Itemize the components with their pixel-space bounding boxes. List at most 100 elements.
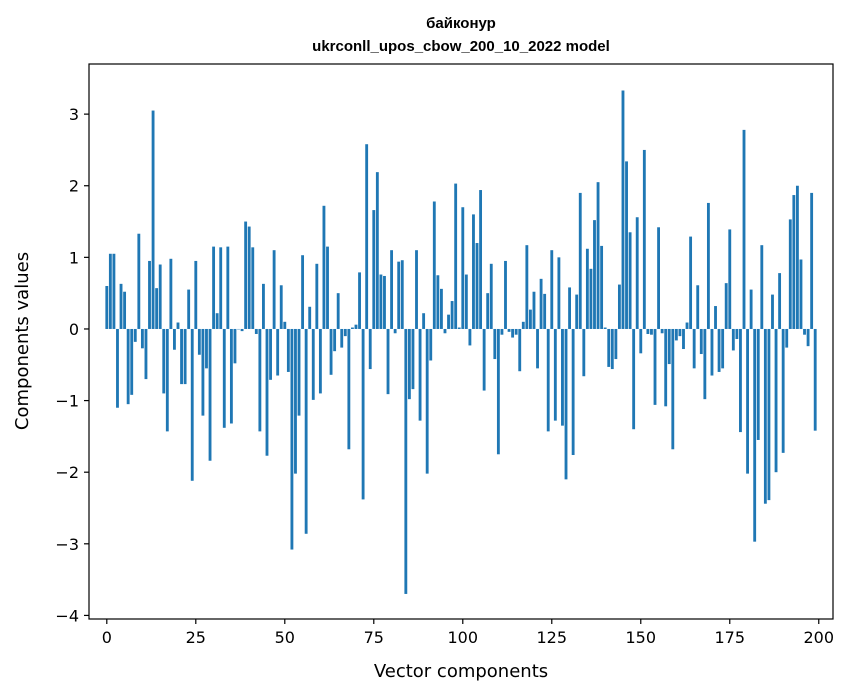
- x-tick-label: 50: [275, 628, 295, 647]
- bar: [788, 219, 792, 329]
- bar: [625, 161, 628, 329]
- bar: [226, 246, 230, 329]
- y-axis: −4 −3 −2 −1 0 1 2 3: [55, 105, 89, 625]
- bar: [219, 247, 223, 329]
- bar: [486, 293, 490, 329]
- bar: [443, 328, 447, 334]
- bar: [532, 291, 536, 329]
- bar: [315, 263, 319, 329]
- bar: [233, 328, 237, 364]
- bar: [422, 313, 426, 329]
- bar: [290, 328, 294, 550]
- bar: [674, 328, 678, 341]
- bar: [504, 260, 507, 329]
- bar: [603, 327, 607, 329]
- bar: [785, 328, 789, 348]
- bar: [400, 260, 404, 329]
- bar: [450, 301, 454, 329]
- bar: [322, 205, 326, 329]
- bar: [489, 263, 493, 329]
- bar: [112, 253, 116, 329]
- bar: [183, 328, 187, 385]
- bar: [155, 288, 159, 329]
- bar: [525, 245, 529, 329]
- bar: [781, 328, 785, 453]
- bar: [635, 217, 639, 329]
- x-tick-label: 200: [803, 628, 834, 647]
- bar: [276, 328, 280, 376]
- bar: [354, 324, 358, 329]
- bar: [347, 328, 351, 450]
- bar: [329, 328, 333, 375]
- bar: [144, 328, 148, 380]
- bar: [187, 289, 191, 329]
- bar: [575, 294, 579, 329]
- bar: [397, 261, 401, 329]
- x-tick-label: 175: [714, 628, 745, 647]
- bar: [667, 328, 671, 365]
- bar: [585, 248, 589, 329]
- x-tick-label: 100: [448, 628, 479, 647]
- bar: [418, 328, 422, 421]
- bar: [706, 202, 710, 329]
- bar: [703, 328, 707, 400]
- bar: [582, 328, 586, 377]
- bar: [561, 328, 564, 426]
- bar: [205, 328, 208, 369]
- bar: [771, 294, 774, 329]
- bar: [326, 246, 329, 329]
- bar: [664, 328, 668, 407]
- bar: [778, 273, 782, 329]
- bar: [432, 201, 436, 329]
- bar: [472, 214, 475, 329]
- bar: [731, 328, 735, 351]
- bar: [543, 293, 547, 329]
- bar: [244, 221, 248, 329]
- bar: [514, 328, 518, 335]
- bar: [294, 328, 297, 474]
- y-tick-label: 0: [69, 320, 79, 339]
- bar: [571, 328, 575, 456]
- bar: [340, 328, 344, 348]
- bar: [108, 253, 112, 329]
- bar: [710, 328, 714, 376]
- bar: [763, 328, 767, 504]
- bar: [628, 232, 632, 329]
- bar: [617, 284, 621, 329]
- bar: [803, 328, 806, 335]
- bar: [632, 328, 636, 430]
- x-axis-label: Vector components: [374, 661, 548, 682]
- y-tick-label: −4: [55, 606, 79, 625]
- bar: [475, 243, 479, 329]
- bar: [735, 328, 739, 339]
- bar: [279, 285, 283, 329]
- bar: [714, 306, 717, 329]
- bar: [589, 268, 593, 329]
- bar: [415, 250, 418, 329]
- bar: [258, 328, 262, 432]
- bar: [368, 328, 372, 370]
- bar: [133, 328, 137, 342]
- bar: [610, 328, 614, 370]
- y-tick-label: −2: [55, 463, 79, 482]
- bar: [165, 328, 169, 432]
- bar: [518, 328, 522, 372]
- bar: [578, 192, 582, 329]
- bar: [297, 328, 301, 416]
- bar: [436, 275, 440, 329]
- plot-frame: [88, 63, 834, 620]
- bar: [468, 328, 472, 346]
- bar: [208, 328, 212, 461]
- bar: [215, 313, 219, 329]
- bar: [123, 291, 127, 329]
- y-tick-label: −1: [55, 392, 79, 411]
- bar: [269, 328, 272, 380]
- bar: [550, 250, 554, 329]
- bar: [407, 328, 411, 400]
- bar: [600, 245, 604, 329]
- bar: [760, 245, 764, 329]
- bar: [390, 250, 394, 329]
- x-tick-label: 75: [364, 628, 384, 647]
- x-tick-label: 125: [537, 628, 568, 647]
- bar: [283, 321, 287, 329]
